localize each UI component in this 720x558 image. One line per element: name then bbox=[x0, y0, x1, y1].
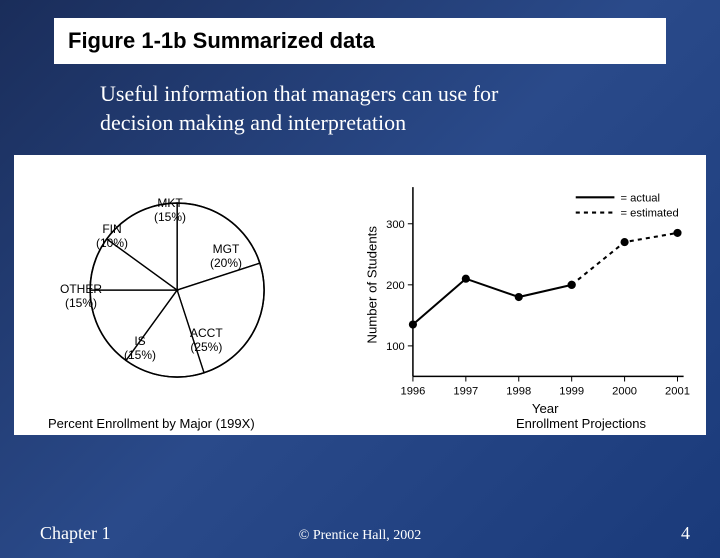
pie-label-acct: ACCT(25%) bbox=[190, 327, 223, 355]
xtick: 1999 bbox=[559, 386, 584, 398]
ytick: 100 bbox=[386, 341, 405, 353]
chapter-label: Chapter 1 bbox=[40, 523, 110, 544]
xtick: 1998 bbox=[506, 386, 531, 398]
figure-area: MGT(20%) ACCT(25%) IS(15%) OTHER(15%) FIN(10… bbox=[14, 155, 706, 435]
subtitle: Useful information that managers can use… bbox=[0, 64, 720, 155]
pie-chart-panel: MGT(20%) ACCT(25%) IS(15%) OTHER(15%) FIN(10… bbox=[14, 155, 360, 435]
line-chart: 100 200 300 1996 1997 1998 1999 2000 2001 Number … bbox=[360, 155, 706, 435]
slide-number: 4 bbox=[681, 523, 690, 544]
xtick: 2001 bbox=[665, 386, 690, 398]
ytick: 200 bbox=[386, 280, 405, 292]
xtick: 2000 bbox=[612, 386, 637, 398]
pie-label-other: OTHER(15%) bbox=[60, 283, 102, 311]
series-estimated-marker bbox=[673, 229, 681, 237]
figure-title: Figure 1-1b Summarized data bbox=[68, 28, 652, 54]
legend-estimated: = estimated bbox=[621, 208, 679, 220]
subtitle-line-2: decision making and interpretation bbox=[100, 109, 720, 138]
series-estimated-marker bbox=[621, 238, 629, 246]
series-actual bbox=[413, 279, 572, 325]
title-bar: Figure 1-1b Summarized data bbox=[54, 18, 666, 64]
y-axis-label: Number of Students bbox=[364, 226, 379, 344]
xtick: 1996 bbox=[400, 386, 425, 398]
pie-label-fin: FIN(10%) bbox=[96, 223, 128, 251]
legend-actual: = actual bbox=[621, 193, 661, 205]
copyright: © Prentice Hall, 2002 bbox=[299, 528, 422, 544]
xtick: 1997 bbox=[453, 386, 478, 398]
series-estimated-marker bbox=[568, 281, 576, 289]
pie-label-mgt: MGT(20%) bbox=[210, 243, 242, 271]
line-chart-panel: 100 200 300 1996 1997 1998 1999 2000 2001 Number … bbox=[360, 155, 706, 435]
subtitle-line-1: Useful information that managers can use… bbox=[100, 80, 720, 109]
pie-label-is: IS(15%) bbox=[124, 335, 156, 363]
series-actual-marker bbox=[515, 293, 523, 301]
x-axis-label: Year bbox=[532, 401, 559, 416]
pie-label-mkt: MKT(15%) bbox=[154, 197, 186, 225]
line-caption: Enrollment Projections bbox=[516, 416, 646, 431]
ytick: 300 bbox=[386, 219, 405, 231]
pie-caption: Percent Enrollment by Major (199X) bbox=[48, 416, 255, 431]
series-actual-marker bbox=[462, 275, 470, 283]
series-actual-marker bbox=[409, 321, 417, 329]
